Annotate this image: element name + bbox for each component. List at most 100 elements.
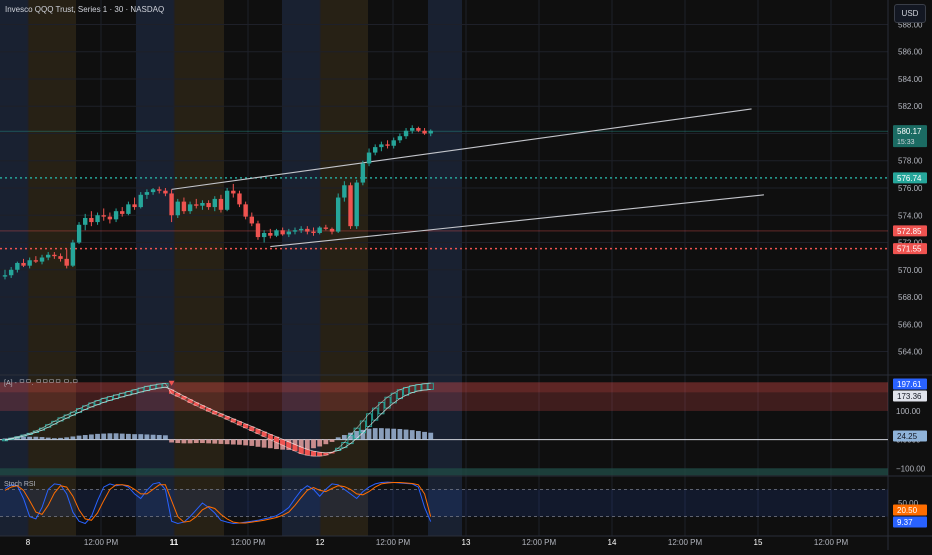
candle: [52, 252, 57, 259]
candle: [175, 198, 180, 218]
candle-body: [194, 204, 199, 206]
oscillator-cloud-segment: [280, 439, 286, 446]
candle: [150, 188, 156, 195]
candle: [416, 126, 421, 133]
oscillator-histogram-bar: [51, 438, 57, 440]
oscillator-oversold-band: [0, 468, 888, 476]
session-shade: [320, 0, 368, 536]
oscillator-cloud-segment: [181, 396, 187, 400]
price-axis-tick-label: 566.00: [898, 320, 923, 329]
candle: [428, 129, 433, 137]
stoch-rsi-legend-label[interactable]: Stoch RSI: [4, 481, 36, 488]
candle-body: [206, 202, 211, 208]
candle: [422, 128, 427, 135]
oscillator-histogram-bar: [329, 439, 335, 442]
candle-body: [422, 130, 427, 134]
oscillator-histogram-bar: [95, 433, 100, 440]
candle: [76, 222, 82, 244]
oscillator-histogram-bar: [21, 437, 26, 440]
price-axis-tick-label: 584.00: [898, 75, 923, 84]
candle-body: [8, 269, 14, 276]
candle: [113, 208, 119, 223]
candle: [286, 228, 292, 238]
oscillator-cloud-segment: [1, 439, 9, 442]
oscillator-cloud-segment: [199, 405, 206, 409]
oscillator-histogram-bar: [415, 431, 421, 440]
candle: [89, 211, 94, 227]
trend-channel-line[interactable]: [171, 108, 752, 190]
oscillator-legend-label[interactable]: [A] - ᄆᄆ. ᄆᄆᄆᄆ ᄆ-ᄆ: [4, 380, 79, 387]
candle: [329, 227, 335, 235]
oscillator-histogram-bar: [317, 439, 323, 447]
oscillator-extreme-band: [0, 382, 888, 393]
time-axis-tick-label: 12:00 PM: [522, 538, 557, 547]
channel-lines-layer[interactable]: [171, 108, 764, 248]
oscillator-histogram-bar: [76, 435, 82, 440]
candle: [292, 227, 298, 235]
candle: [410, 125, 415, 134]
candle: [317, 226, 322, 235]
oscillator-histogram-bar: [181, 439, 187, 444]
oscillator-line-b: [4, 386, 431, 454]
candle: [45, 252, 51, 261]
candle-body: [200, 202, 205, 206]
session-shade: [174, 0, 224, 536]
last-price-badge-bg: [893, 125, 927, 148]
candle-body: [89, 217, 94, 223]
stoch-rsi-band: [0, 489, 888, 517]
candle: [83, 213, 88, 231]
currency-button[interactable]: USD: [894, 4, 926, 23]
trend-channel-line[interactable]: [270, 194, 764, 248]
candle-body: [27, 260, 32, 266]
stoch-rsi-value-badge-d: 20.50: [897, 506, 918, 515]
symbol-title[interactable]: Invesco QQQ Trust, Series 1 · 30 · NASDA…: [5, 5, 165, 14]
candle: [218, 194, 224, 213]
oscillator-cloud-segment: [193, 402, 199, 406]
candle-body: [2, 275, 8, 277]
oscillator-histogram-bar: [354, 431, 360, 440]
oscillator-value-badge-c-bg: [893, 430, 927, 442]
oscillator-cloud-segment: [310, 451, 317, 457]
oscillator-histogram-bar: [132, 434, 137, 440]
time-axis-tick-label: 12:00 PM: [231, 538, 266, 547]
candle-body: [181, 201, 187, 212]
candle: [101, 208, 106, 221]
candle: [95, 212, 100, 225]
candle-body: [224, 190, 230, 210]
candle-body: [95, 215, 100, 223]
time-axis-tick-label: 15: [754, 538, 763, 547]
oscillator-cloud-segment: [243, 423, 249, 429]
oscillator-histogram-bar: [366, 428, 372, 440]
price-axis-tick-label: 564.00: [898, 348, 923, 357]
oscillator-cloud-segment: [323, 452, 329, 456]
candle: [206, 200, 211, 210]
candle: [348, 182, 353, 229]
candle-body: [354, 182, 359, 227]
candle: [298, 226, 304, 233]
candle: [354, 179, 359, 229]
oscillator-cloud-segment: [292, 444, 298, 452]
axis-value-labels-layer: 580.17 15:33 576.74 572.85 571.55 197.61 173.3…: [893, 125, 927, 528]
session-shade: [28, 0, 76, 536]
oscillator-histogram-bar: [156, 435, 162, 440]
level-badge-red-lower-bg: [893, 243, 927, 255]
candle: [2, 269, 8, 280]
oscillator-histogram-bar: [33, 436, 39, 440]
stoch-rsi-layer: [4, 481, 432, 525]
oscillator-histogram-bar: [237, 439, 242, 445]
candle-body: [144, 192, 150, 195]
candle: [305, 226, 310, 235]
candle-body: [58, 256, 63, 259]
oscillator-cloud-segment: [218, 413, 224, 417]
candle: [366, 148, 372, 167]
stoch-rsi-value-badge-d-bg: [893, 504, 927, 516]
candle-body: [298, 228, 304, 231]
oscillator-cloud-segment: [224, 416, 230, 420]
candle: [187, 201, 193, 214]
oscillator-cloud-segment: [249, 426, 255, 432]
oscillator-histogram-bar: [144, 434, 150, 440]
candle: [126, 201, 131, 216]
